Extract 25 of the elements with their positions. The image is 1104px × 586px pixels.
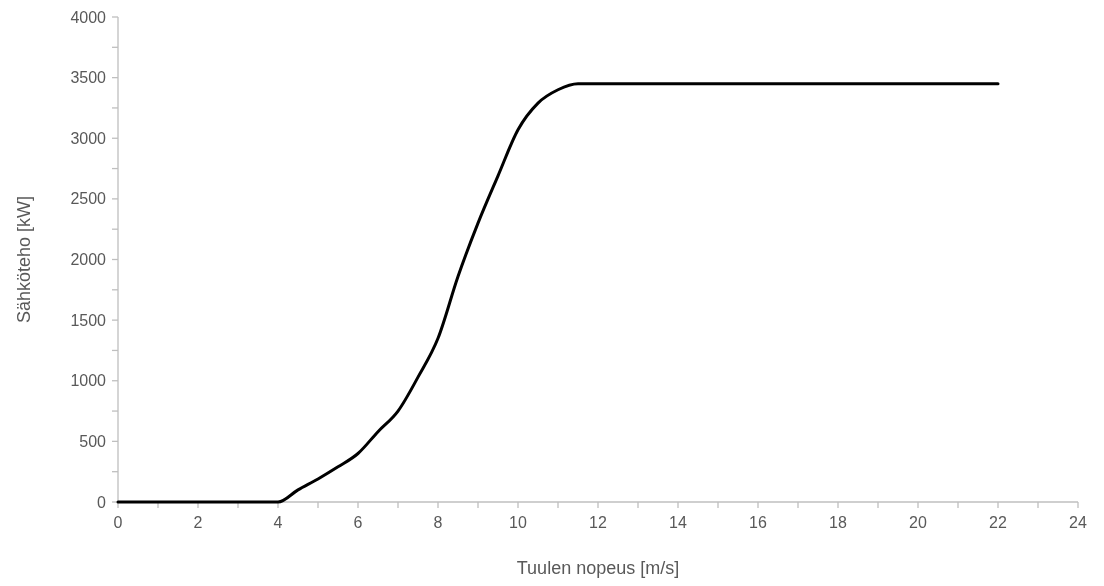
- y-tick-label: 1000: [70, 372, 107, 390]
- y-tick-label: 3000: [70, 129, 107, 147]
- line-series: [116, 82, 1000, 504]
- x-tick-label: 2: [193, 514, 203, 531]
- x-tick-label: 0: [113, 514, 123, 531]
- x-tick-label: 20: [909, 514, 927, 531]
- y-tick-label: 0: [97, 493, 107, 511]
- x-tick-label: 16: [749, 514, 767, 531]
- x-tick-label: 24: [1069, 514, 1087, 531]
- x-tick-label: 12: [589, 514, 607, 531]
- x-tick-label: 8: [433, 514, 443, 531]
- x-tick-label: 6: [353, 514, 363, 531]
- x-tick-label: 4: [273, 514, 283, 531]
- x-tick-label: 14: [669, 514, 687, 531]
- y-tick-label: 3500: [70, 69, 107, 87]
- x-tick-label: 22: [989, 514, 1007, 531]
- x-tick-label: 18: [829, 514, 847, 531]
- x-axis-title: Tuulen nopeus [m/s]: [516, 558, 680, 578]
- y-tick-label: 500: [79, 432, 107, 450]
- y-tick-label: 2500: [70, 190, 107, 208]
- x-tick-label: 10: [509, 514, 527, 531]
- y-tick-label: 1500: [70, 311, 107, 329]
- y-axis-title: Sähköteho [kW]: [14, 195, 34, 324]
- y-tick-label: 2000: [70, 251, 107, 269]
- y-tick-label: 4000: [70, 8, 107, 26]
